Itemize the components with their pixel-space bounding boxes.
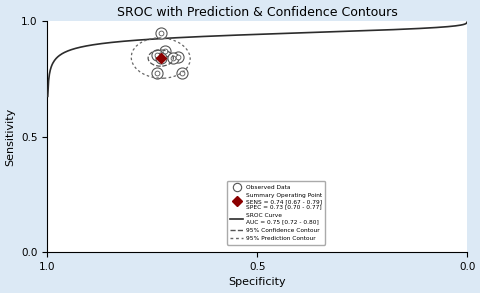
Y-axis label: Sensitivity: Sensitivity	[6, 108, 15, 166]
X-axis label: Specificity: Specificity	[228, 277, 286, 287]
Title: SROC with Prediction & Confidence Contours: SROC with Prediction & Confidence Contou…	[117, 6, 397, 18]
Legend: Observed Data, Summary Operating Point
SENS = 0.74 [0.67 - 0.79]
SPEC = 0.73 [0.: Observed Data, Summary Operating Point S…	[226, 181, 325, 245]
